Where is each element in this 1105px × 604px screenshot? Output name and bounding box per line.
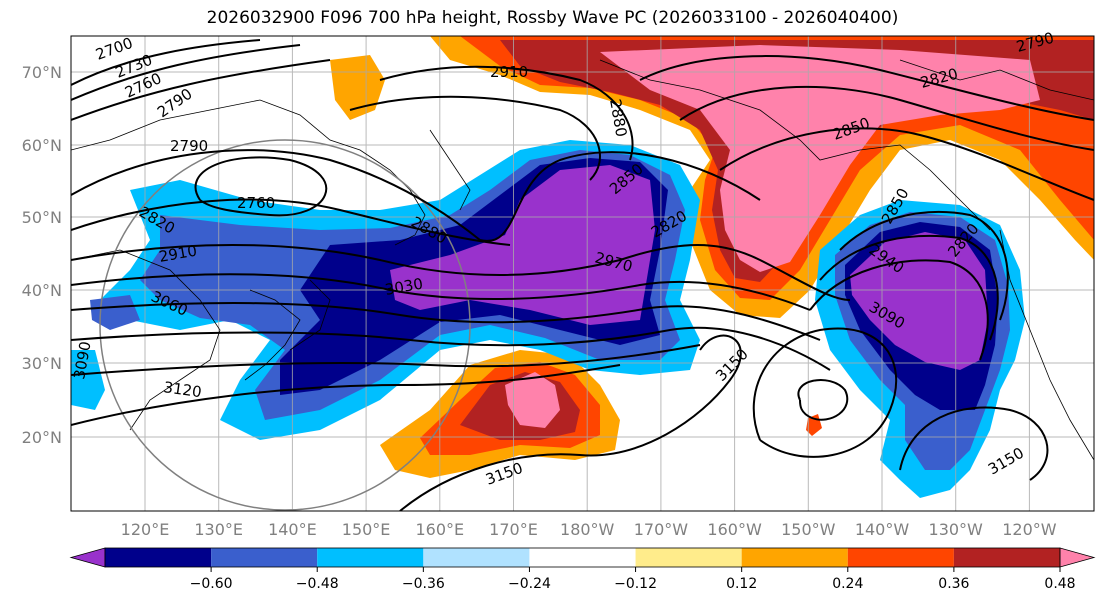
colorbar-extend-low — [69, 547, 106, 568]
height-contour — [752, 327, 898, 458]
coastline-arctic — [899, 59, 1094, 101]
longitude-label: 130°W — [929, 520, 984, 539]
height-contour — [349, 95, 601, 181]
chart-title: 2026032900 F096 700 hPa height, Rossby W… — [206, 8, 899, 28]
contour-label: 2790 — [170, 137, 208, 155]
longitude-label: 150°W — [781, 520, 836, 539]
height-contour — [71, 302, 821, 341]
height-contour — [797, 378, 849, 421]
height-contour — [71, 364, 621, 426]
colorbar-frame — [104, 547, 1061, 568]
colorbar-tick-label: 0.24 — [832, 576, 863, 592]
coastlines — [71, 59, 1094, 461]
colorbar-segment — [741, 548, 848, 567]
longitude-label: 180°W — [560, 520, 615, 539]
positive-anomaly-north-4 — [600, 45, 1040, 272]
colorbar: −0.60 −0.48 −0.36 −0.24 −0.12 0.12 0.24 0.36 0.4… — [69, 547, 1096, 592]
latitude-label: 50°N — [22, 208, 62, 227]
positive-anomaly-south-4 — [505, 372, 560, 428]
colorbar-segment — [211, 548, 318, 567]
longitude-label: 170°E — [489, 520, 538, 539]
height-contour — [71, 39, 261, 86]
coastline-kamchatka — [429, 129, 471, 211]
height-contour — [71, 344, 701, 376]
height-contour — [399, 334, 742, 511]
longitude-label: 140°E — [268, 520, 317, 539]
colorbar-tick-label: 0.12 — [726, 576, 757, 592]
colorbar-segment — [635, 548, 742, 567]
latitude-label: 60°N — [22, 136, 62, 155]
map-gridlines — [71, 36, 1094, 511]
contour-label: 2910 — [490, 63, 528, 81]
height-contour — [71, 59, 331, 121]
negative-anomaly-west-4 — [390, 165, 655, 325]
height-contour — [71, 198, 511, 246]
colorbar-tick-label: 0.36 — [938, 576, 969, 592]
longitude-labels: 120°E 130°E 140°E 150°E 160°E 170°E 180°W 170°W… — [121, 520, 1057, 539]
height-contour — [71, 149, 761, 242]
colorbar-tick-label: −0.48 — [296, 576, 339, 592]
height-contour — [639, 55, 1094, 121]
positive-anomaly-northwest — [330, 55, 385, 120]
height-contours — [71, 39, 1094, 511]
height-contour — [71, 44, 301, 101]
height-contour — [71, 244, 851, 301]
coastline-asia — [71, 99, 426, 246]
colorbar-segment — [847, 548, 954, 567]
height-contour — [679, 85, 1094, 151]
coastline-alaska — [599, 59, 991, 231]
colorbar-extend-high — [1059, 547, 1096, 568]
colorbar-segment — [105, 548, 212, 567]
height-contour — [839, 210, 1009, 321]
negative-anomaly-far-west-2 — [90, 295, 140, 330]
longitude-label: 140°W — [855, 520, 910, 539]
coastline-china — [71, 249, 221, 431]
height-contour — [819, 234, 999, 341]
plot-frame — [70, 35, 1095, 512]
height-contour — [194, 156, 328, 217]
latitude-label: 40°N — [22, 281, 62, 300]
colorbar-segment — [529, 548, 636, 567]
reference-circle — [99, 139, 471, 511]
longitude-label: 120°W — [1002, 520, 1057, 539]
contour-label: 2760 — [237, 194, 275, 212]
longitude-label: 160°E — [415, 520, 464, 539]
longitude-label: 120°E — [121, 520, 170, 539]
contour-label: 3150 — [985, 444, 1027, 479]
colorbar-tick-label: −0.36 — [402, 576, 445, 592]
height-contour — [719, 127, 1094, 201]
colorbar-tick-label: −0.24 — [508, 576, 551, 592]
longitude-label: 130°E — [194, 520, 243, 539]
longitude-label: 170°W — [634, 520, 689, 539]
latitude-label: 20°N — [22, 428, 62, 447]
latitude-label: 70°N — [22, 63, 62, 82]
longitude-label: 160°W — [707, 520, 762, 539]
height-contour — [809, 259, 989, 361]
latitude-label: 30°N — [22, 354, 62, 373]
height-contour — [899, 406, 1049, 481]
height-contour — [71, 273, 811, 311]
height-contour — [71, 326, 831, 371]
contour-label: 2790 — [154, 85, 196, 122]
negative-anomaly-far-west — [71, 350, 105, 410]
longitude-label: 150°E — [342, 520, 391, 539]
colorbar-segment — [423, 548, 530, 567]
colorbar-tick-label: −0.60 — [190, 576, 233, 592]
colorbar-tick-label: −0.12 — [614, 576, 657, 592]
height-contour — [379, 65, 634, 161]
contour-label: 3120 — [162, 378, 202, 401]
negative-anomaly-east-4 — [850, 232, 988, 370]
latitude-labels: 70°N 60°N 50°N 40°N 30°N 20°N — [22, 63, 62, 447]
colorbar-segment — [317, 548, 424, 567]
colorbar-tick-label: 0.48 — [1044, 576, 1075, 592]
colorbar-segment — [953, 548, 1060, 567]
